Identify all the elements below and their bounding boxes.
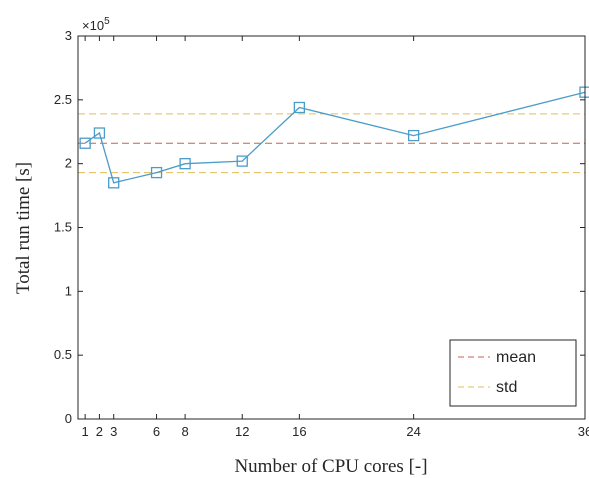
y-tick-label: 2.5 [54, 92, 72, 107]
y-tick-label: 3 [65, 28, 72, 43]
x-axis-title: Number of CPU cores [-] [234, 456, 427, 477]
data-point-marker [407, 129, 420, 142]
x-tick-label: 8 [181, 424, 188, 439]
y-exponent-base: ×10 [82, 18, 104, 33]
y-tick-label: 0.5 [54, 347, 72, 362]
data-point-marker [93, 127, 106, 139]
y-tick-label: 0 [65, 411, 72, 426]
y-exponent-power: 5 [104, 16, 110, 27]
data-point-marker [179, 158, 191, 170]
x-tick-label: 2 [96, 424, 103, 439]
x-tick-label: 1 [82, 424, 89, 439]
data-point-marker [293, 101, 306, 114]
legend: mean std [449, 339, 577, 407]
x-tick-label: 3 [110, 424, 117, 439]
y-tick-label: 1 [65, 283, 72, 298]
data-point-marker [150, 166, 163, 179]
x-tick-label: 36 [578, 424, 589, 439]
y-axis-title: Total run time [s] [13, 162, 34, 294]
data-point-marker [108, 177, 120, 189]
y-tick-label: 2 [65, 156, 72, 171]
x-tick-label: 6 [153, 424, 160, 439]
legend-box [449, 339, 577, 407]
data-point-marker [236, 155, 248, 167]
x-tick-label: 12 [235, 424, 249, 439]
x-tick-label: 24 [406, 424, 420, 439]
y-tick-label: 1.5 [54, 220, 72, 235]
x-axis-ticks: 1 2 3 6 8 12 16 24 36 [82, 36, 589, 439]
x-tick-label: 16 [292, 424, 306, 439]
y-axis-ticks: 0 0.5 1 1.5 2 2.5 3 [54, 28, 585, 426]
data-point-marker [79, 137, 91, 149]
legend-label-mean: mean [496, 349, 536, 366]
legend-label-std: std [496, 379, 517, 396]
series-line-0 [84, 91, 586, 184]
y-exponent-label: ×105 [82, 16, 110, 33]
